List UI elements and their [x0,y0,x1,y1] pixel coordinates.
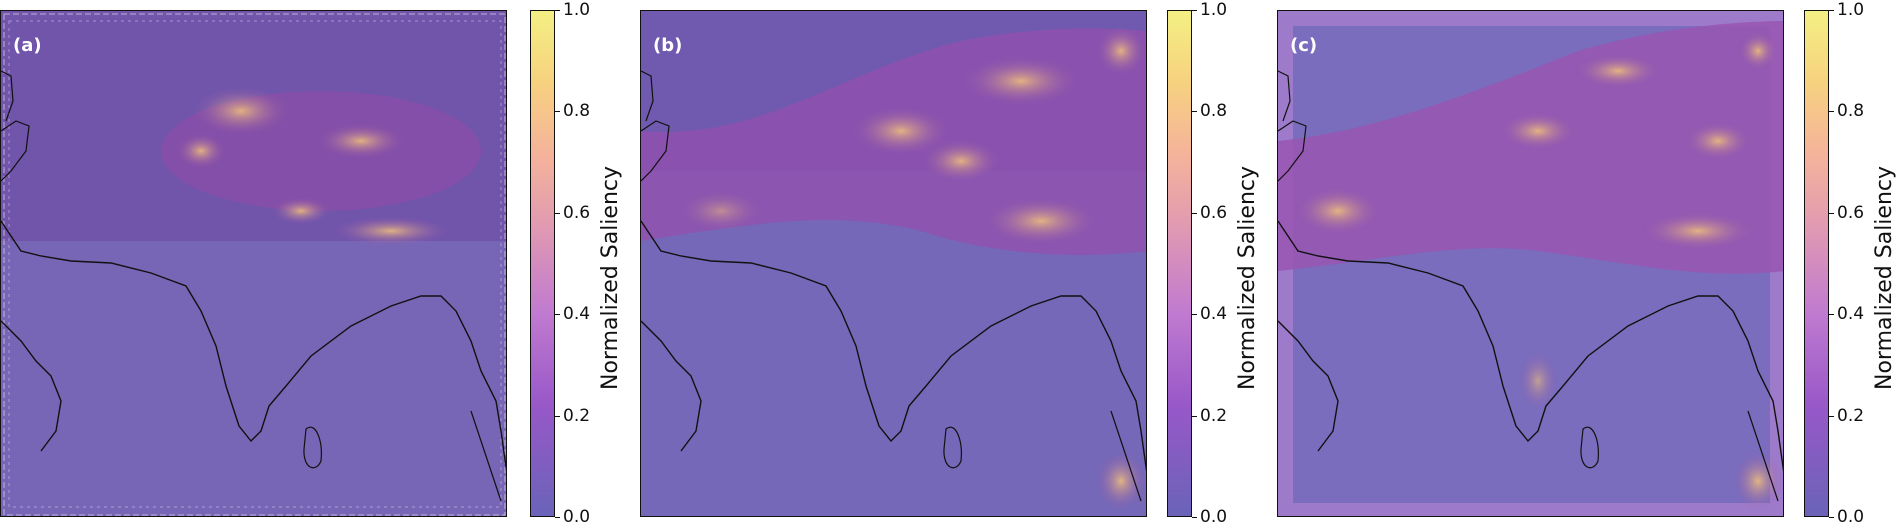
colorbar-tick-label: 0.4 [1837,304,1865,324]
hotspot [331,216,451,246]
colorbar-tick-mark [555,416,560,417]
sri-lanka-outline [943,426,962,469]
colorbar-tick-label: 0.4 [563,304,591,324]
colorbar-tick-mark [1192,10,1197,11]
colorbar-tick-mark [1829,111,1834,112]
colorbar-tick-mark [555,213,560,214]
saliency-map-panel-b: (b) [640,10,1147,517]
hotspot [981,196,1101,246]
coastline [1,70,14,122]
colorbar-tick-label: 1.0 [1837,0,1865,20]
panel-label: (c) [1290,35,1317,56]
coastline [1278,120,1307,182]
panel-label: (b) [653,35,682,56]
coastline [1,220,506,472]
hotspot [1638,211,1758,251]
hotspot [851,106,951,156]
coastline [1747,410,1779,502]
hotspot [1293,186,1383,236]
colorbar-tick-label: 0.0 [563,507,591,527]
colorbar-tick-mark [555,10,560,11]
sri-lanka-outline [1580,426,1599,469]
colorbar-tick-label: 1.0 [1200,0,1228,20]
colorbar-tick-label: 0.6 [1837,203,1865,223]
hotspot [271,197,331,225]
hotspot [1573,53,1663,89]
colorbar-tick-label: 0.0 [1200,507,1228,527]
hotspot [1683,121,1753,161]
colorbar-label-c: Normalized Saliency [1872,165,1897,390]
panel-label: (a) [13,35,42,56]
coastline [1110,410,1142,502]
coastline [641,220,1146,472]
colorbar-tick-mark [1192,111,1197,112]
hotspot [921,139,1001,183]
border-artifact [3,13,506,516]
colorbar-tick-label: 0.2 [563,406,591,426]
coastline [641,320,702,452]
coastline [641,70,654,122]
hotspot [1096,26,1146,76]
coastline [1,120,30,182]
colorbar-tick-label: 0.2 [1837,406,1865,426]
hotspot [176,133,226,169]
hotspot [1518,351,1558,411]
coastline [1278,220,1783,472]
saliency-map-panel-c: (c) [1277,10,1784,517]
coastline [1,320,62,452]
colorbar-tick-mark [1192,314,1197,315]
border-artifact [8,20,502,508]
hotspot [1498,111,1578,151]
hotspot [316,123,406,159]
colorbar-tick-mark [1829,416,1834,417]
saliency-map-b: (b) [641,11,1146,516]
sri-lanka-outline [303,426,322,469]
hotspot [961,56,1081,106]
colorbar-tick-label: 0.8 [1200,101,1228,121]
colorbar-tick-label: 0.8 [1837,101,1865,121]
colorbar-tick-label: 0.8 [563,101,591,121]
hotspot [1738,31,1778,71]
colorbar-label-a: Normalized Saliency [598,165,623,390]
hotspot [1733,451,1783,511]
colorbar-tick-mark [1829,517,1834,518]
colorbar-tick-mark [1192,213,1197,214]
coastline [1278,320,1339,452]
colorbar-tick-mark [1192,517,1197,518]
colorbar-tick-mark [555,517,560,518]
colorbar-a [530,10,555,517]
coastline [641,120,670,182]
colorbar-c [1804,10,1829,517]
saliency-map-panel-a: (a) [0,10,507,517]
colorbar-tick-mark [1829,314,1834,315]
colorbar-tick-mark [555,314,560,315]
colorbar-tick-label: 0.2 [1200,406,1228,426]
colorbar-tick-mark [1829,10,1834,11]
hotspot [1096,451,1146,511]
colorbar-tick-mark [555,111,560,112]
colorbar-b [1167,10,1192,517]
coastline [470,410,502,502]
colorbar-tick-label: 0.6 [1200,203,1228,223]
saliency-map-a: (a) [1,11,506,516]
hotspot [676,189,766,233]
colorbar-tick-label: 0.4 [1200,304,1228,324]
colorbar-tick-label: 1.0 [563,0,591,20]
colorbar-tick-label: 0.6 [563,203,591,223]
hotspot [191,86,291,136]
colorbar-tick-mark [1829,213,1834,214]
colorbar-label-b: Normalized Saliency [1235,165,1260,390]
colorbar-tick-mark [1192,416,1197,417]
coastline [1278,70,1291,122]
colorbar-tick-label: 0.0 [1837,507,1865,527]
saliency-map-c: (c) [1278,11,1783,516]
